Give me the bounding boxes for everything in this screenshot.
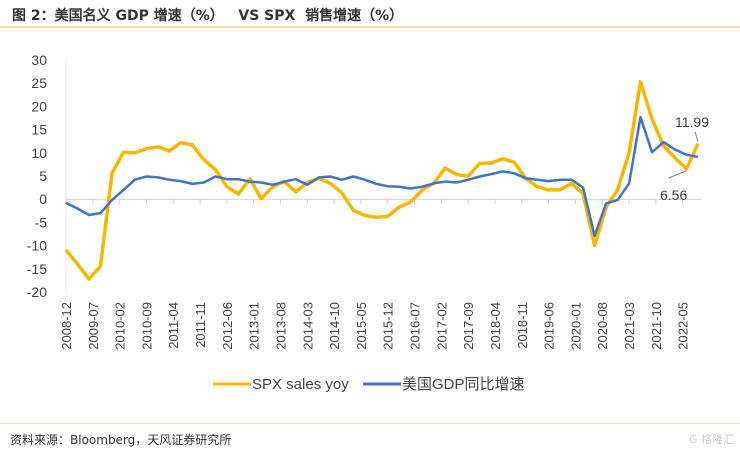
y-tick-label: -5	[35, 214, 48, 230]
x-tick-label: 2013-01	[247, 302, 262, 350]
x-tick-label: 2012-06	[220, 302, 235, 350]
title-divider	[0, 26, 740, 28]
x-tick-label: 2019-06	[542, 302, 557, 350]
y-tick-label: 0	[39, 191, 47, 207]
y-tick-label: 25	[31, 75, 47, 91]
legend-label: SPX sales yoy	[252, 376, 349, 393]
x-tick-label: 2017-02	[434, 302, 449, 350]
annotation-label: 11.99	[675, 114, 709, 130]
annotation-leader	[694, 131, 699, 142]
watermark: G 格隆汇	[688, 433, 734, 446]
x-tick-label: 2010-02	[113, 302, 128, 350]
x-tick-label: 2020-08	[595, 302, 610, 350]
x-tick-label: 2008-12	[59, 302, 74, 350]
x-tick-label: 2016-07	[408, 302, 423, 350]
source-note: 资料来源：Bloomberg，天风证券研究所	[10, 433, 232, 447]
x-tick-label: 2022-05	[676, 302, 691, 350]
x-tick-label: 2010-09	[139, 302, 154, 350]
x-tick-label: 2011-04	[166, 302, 181, 349]
figure-title: 图 2：美国名义 GDP 增速（%） VS SPX 销售增速（%）	[12, 8, 404, 24]
x-tick-label: 2015-12	[381, 302, 396, 350]
x-tick-label: 2018-04	[488, 302, 503, 350]
annotation-label: 6.56	[660, 187, 687, 203]
y-tick-label: 10	[31, 145, 47, 161]
chart: 30 25 20 15 10 5 0 -5 -10 -15 -20 2008-12 2009-07 201…	[27, 52, 709, 393]
y-tick-label: 30	[31, 52, 47, 68]
y-tick-label: -20	[27, 284, 47, 300]
x-tick-label: 2009-07	[86, 302, 101, 350]
y-tick-label: -15	[27, 261, 47, 277]
footer-divider	[0, 423, 740, 424]
x-tick-label: 2020-01	[568, 302, 583, 350]
y-tick-label: 20	[31, 98, 47, 114]
x-tick-label: 2021-10	[649, 302, 664, 350]
x-tick-label: 2017-09	[461, 302, 476, 350]
x-tick-label: 2018-11	[515, 302, 530, 349]
series-line-us-gdp	[65, 115, 699, 238]
legend-label: 美国GDP同比增速	[402, 376, 525, 393]
x-tick-label: 2013-08	[273, 302, 288, 350]
x-tick-label: 2014-03	[300, 302, 315, 350]
y-tick-label: -10	[27, 238, 47, 254]
y-tick-label: 15	[31, 122, 47, 138]
x-tick-label: 2011-11	[193, 302, 208, 348]
x-tick-label: 2014-10	[327, 302, 342, 350]
series-line-spx-sales	[64, 80, 700, 281]
x-tick-label: 2015-05	[354, 302, 369, 350]
y-tick-label: 5	[39, 168, 47, 184]
annotation-leader	[668, 170, 687, 179]
x-tick-label: 2021-03	[622, 302, 637, 350]
